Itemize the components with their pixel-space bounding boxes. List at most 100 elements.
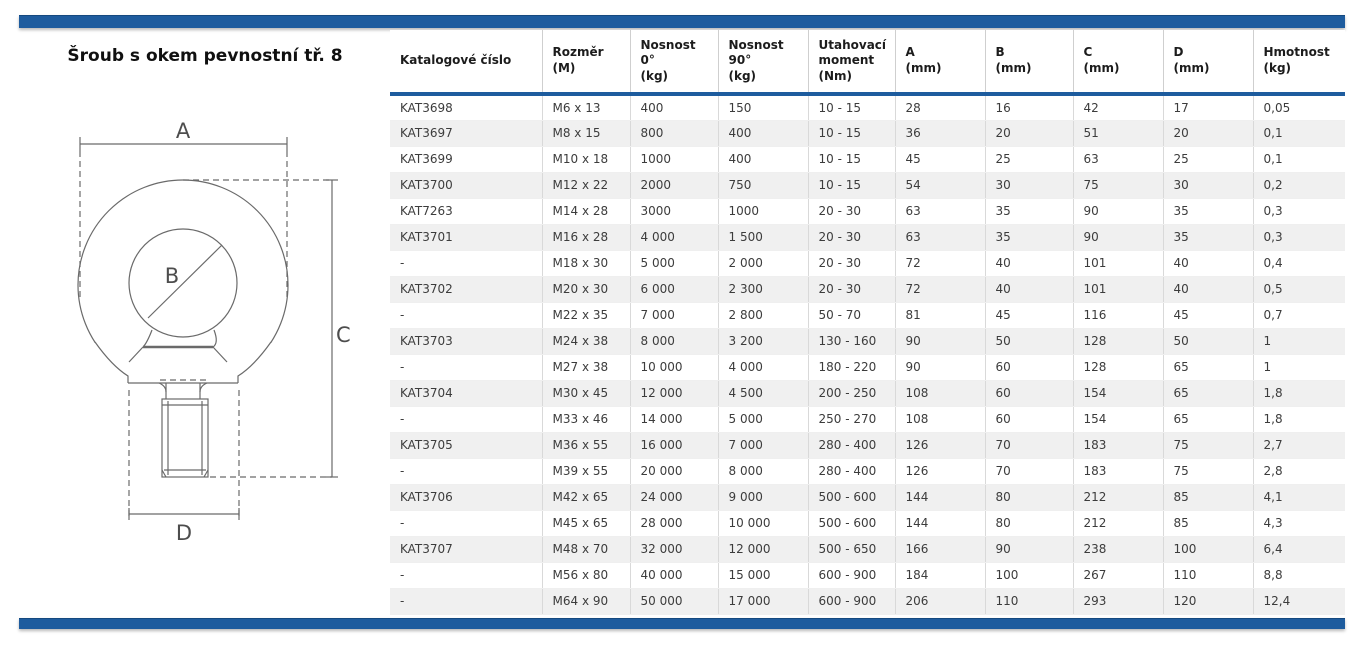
table-cell: 600 - 900 — [807, 562, 895, 589]
table-cell: 108 — [894, 406, 985, 433]
bolt-shank — [158, 379, 209, 478]
header-cell: Nosnost 0° (kg) — [629, 30, 718, 96]
dimension-label-d: D — [176, 521, 192, 545]
header-cell: Katalogové číslo — [390, 30, 542, 96]
table-cell: 60 — [984, 380, 1073, 407]
table-cell: 800 — [629, 120, 718, 147]
dimension-d — [128, 390, 240, 520]
table-cell: 2000 — [629, 172, 718, 199]
table-cell: - — [390, 458, 542, 485]
table-cell: 50 - 70 — [807, 302, 895, 329]
table-cell: 500 - 600 — [807, 510, 895, 537]
product-overview-panel: Šroub s okem pevnostní tř. 8 — [20, 30, 390, 618]
table-cell: KAT3704 — [390, 380, 542, 407]
table-cell: KAT3701 — [390, 224, 542, 251]
table-cell: 10 - 15 — [807, 172, 895, 199]
table-cell: 126 — [894, 458, 985, 485]
table-cell: 45 — [1162, 302, 1253, 329]
table-cell: 4 000 — [717, 354, 808, 381]
table-cell: 0,7 — [1252, 302, 1345, 329]
table-cell: 110 — [1162, 562, 1253, 589]
table-cell: 90 — [1072, 198, 1163, 225]
table-cell: 32 000 — [629, 536, 718, 563]
table-cell: M56 x 80 — [541, 562, 630, 589]
table-cell: 12,4 — [1252, 588, 1345, 615]
table-cell: 100 — [984, 562, 1073, 589]
table-cell: 10 - 15 — [807, 120, 895, 147]
table-cell: 6,4 — [1252, 536, 1345, 563]
table-cell: M36 x 55 — [541, 432, 630, 459]
table-cell: KAT3699 — [390, 146, 542, 173]
table-cell: 90 — [1072, 224, 1163, 251]
header-cell: Hmotnost (kg) — [1252, 30, 1345, 96]
table-cell: M27 x 38 — [541, 354, 630, 381]
table-cell: 54 — [894, 172, 985, 199]
table-cell: 7 000 — [717, 432, 808, 459]
table-cell: 15 000 — [717, 562, 808, 589]
table-row: KAT3700 M12 x 22 2000 750 10 - 15 54 30 75 30 0,2 — [390, 172, 1345, 199]
table-cell: 10 000 — [717, 510, 808, 537]
table-cell: 116 — [1072, 302, 1163, 329]
table-cell: 2,8 — [1252, 458, 1345, 485]
table-cell: 28 000 — [629, 510, 718, 537]
table-row: KAT3698 M6 x 13 400 150 10 - 15 28 16 42 17 0,05 — [390, 94, 1345, 121]
table-cell: 63 — [894, 224, 985, 251]
table-cell: 17 000 — [717, 588, 808, 615]
table-cell: 72 — [894, 276, 985, 303]
table-cell: M30 x 45 — [541, 380, 630, 407]
table-row: - M27 x 38 10 000 4 000 180 - 220 90 60 128 65 1 — [390, 354, 1345, 381]
table-cell: 85 — [1162, 510, 1253, 537]
table-cell: M39 x 55 — [541, 458, 630, 485]
table-cell: 0,4 — [1252, 250, 1345, 277]
eye-ring — [77, 179, 289, 393]
table-row: - M18 x 30 5 000 2 000 20 - 30 72 40 101 40 0,4 — [390, 250, 1345, 277]
table-cell: 180 - 220 — [807, 354, 895, 381]
spec-table: Katalogové číslo Rozměr (M) Nosnost 0° (kg… — [390, 30, 1345, 615]
header-cell: Nosnost 90° (kg) — [717, 30, 808, 96]
table-cell: 100 — [1162, 536, 1253, 563]
table-row: - M22 x 35 7 000 2 800 50 - 70 81 45 116 45 0,7 — [390, 302, 1345, 329]
table-cell: 8 000 — [717, 458, 808, 485]
table-cell: 80 — [984, 510, 1073, 537]
table-cell: 65 — [1162, 380, 1253, 407]
table-cell: 10 - 15 — [807, 146, 895, 173]
table-cell: 20 - 30 — [807, 250, 895, 277]
table-cell: 144 — [894, 484, 985, 511]
table-cell: M22 x 35 — [541, 302, 630, 329]
table-cell: 8 000 — [629, 328, 718, 355]
table-cell: 35 — [1162, 224, 1253, 251]
table-cell: 144 — [894, 510, 985, 537]
table-cell: 12 000 — [629, 380, 718, 407]
table-cell: 17 — [1162, 94, 1253, 121]
table-cell: 1,8 — [1252, 406, 1345, 433]
table-cell: 20 - 30 — [807, 224, 895, 251]
table-cell: 500 - 650 — [807, 536, 895, 563]
table-cell: 40 000 — [629, 562, 718, 589]
table-cell: 4,3 — [1252, 510, 1345, 537]
table-cell: 40 — [1162, 276, 1253, 303]
table-cell: 35 — [984, 224, 1073, 251]
table-cell: 120 — [1162, 588, 1253, 615]
table-cell: 2 300 — [717, 276, 808, 303]
table-cell: 12 000 — [717, 536, 808, 563]
table-row: KAT7263 M14 x 28 3000 1000 20 - 30 63 35 90 35 0,… — [390, 198, 1345, 225]
table-cell: 4,1 — [1252, 484, 1345, 511]
table-cell: 130 - 160 — [807, 328, 895, 355]
table-cell: 154 — [1072, 380, 1163, 407]
table-cell: 65 — [1162, 406, 1253, 433]
spec-table-container: Katalogové číslo Rozměr (M) Nosnost 0° (kg… — [390, 30, 1345, 615]
table-cell: M24 x 38 — [541, 328, 630, 355]
table-cell: 50 — [1162, 328, 1253, 355]
table-cell: 150 — [717, 94, 808, 121]
eye-bolt-technical-drawing: A B C D — [77, 117, 353, 548]
table-cell: 35 — [984, 198, 1073, 225]
table-cell: 24 000 — [629, 484, 718, 511]
table-cell: 63 — [1072, 146, 1163, 173]
product-title: Šroub s okem pevnostní tř. 8 — [67, 46, 343, 66]
table-cell: KAT3705 — [390, 432, 542, 459]
table-cell: M18 x 30 — [541, 250, 630, 277]
table-cell: 65 — [1162, 354, 1253, 381]
table-cell: KAT3706 — [390, 484, 542, 511]
table-cell: 1000 — [629, 146, 718, 173]
table-cell: 20 000 — [629, 458, 718, 485]
